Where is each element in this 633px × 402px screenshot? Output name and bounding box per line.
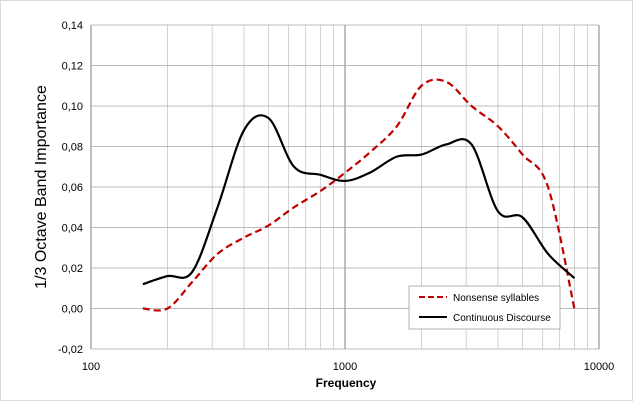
- legend-box: [408, 285, 561, 330]
- x-tick-labels: 100 1000 10000: [82, 361, 614, 373]
- y-tick-labels: -0,02 0,00 0,02 0,04 0,06 0,08 0,10 0,12 0,14: [58, 20, 83, 356]
- x-axis-title: Frequency: [316, 376, 377, 390]
- y-tick-label: 0,02: [62, 263, 83, 275]
- legend: Nonsense syllables Continuous Discourse: [408, 285, 561, 330]
- major-gridlines: [90, 24, 600, 350]
- y-tick-label: 0,06: [62, 182, 83, 194]
- series-line-nonsense-syllables: [142, 78, 576, 312]
- x-tick-label: 10000: [584, 361, 615, 373]
- legend-label-nonsense-syllables: Nonsense syllables: [453, 293, 539, 304]
- y-tick-label: 0,14: [62, 20, 83, 32]
- x-tick-label: 1000: [333, 361, 357, 373]
- y-tick-label: 0,08: [62, 142, 83, 154]
- series-layer: [142, 78, 576, 312]
- series-line-continuous-discourse: [142, 114, 576, 286]
- y-tick-label: 0,12: [62, 61, 83, 73]
- y-axis-title: 1/3 Octave Band Importance: [33, 85, 50, 289]
- x-tick-label: 100: [82, 361, 100, 373]
- y-tick-label: 0,00: [62, 304, 83, 316]
- y-tick-label: -0,02: [58, 344, 83, 356]
- y-tick-label: 0,10: [62, 101, 83, 113]
- y-tick-label: 0,04: [62, 223, 83, 235]
- legend-label-continuous-discourse: Continuous Discourse: [453, 313, 551, 324]
